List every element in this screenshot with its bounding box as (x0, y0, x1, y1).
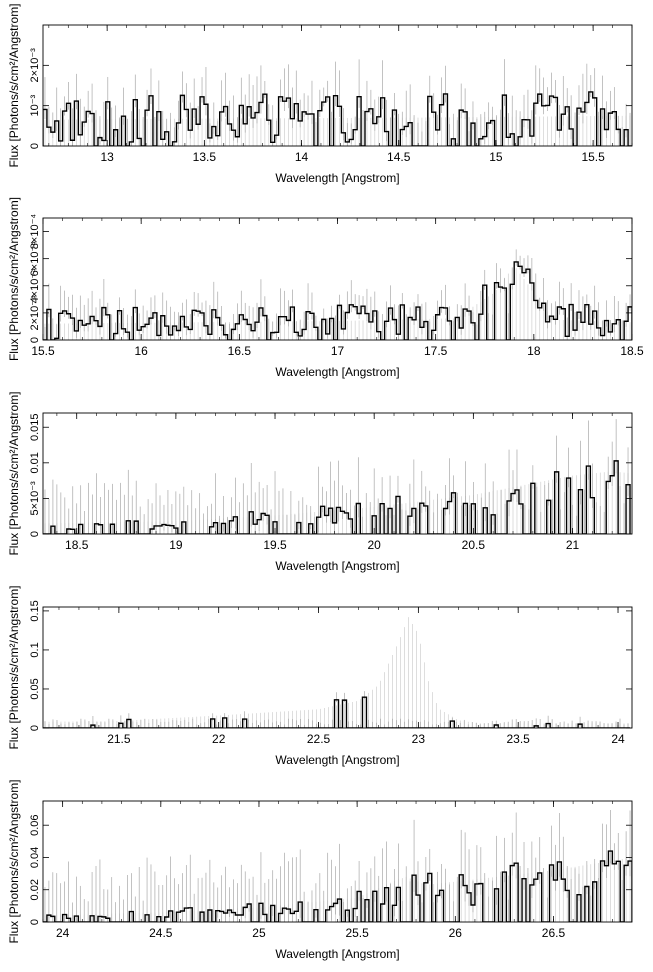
y-tick-label: 5×10⁻³ (29, 481, 41, 516)
x-tick-label: 24 (611, 732, 625, 746)
x-tick-label: 20 (368, 538, 382, 552)
histogram-line (43, 91, 632, 146)
y-axis: 0 0.05 0.1 0.15 Flux [Photons/s/cm²/Angstrom… (7, 585, 632, 750)
histogram-line (43, 850, 632, 922)
y-axis: 0 2×10⁻⁴4×10⁻⁴6×10⁻⁴8×10⁻⁴ Flux [Photons/s… (7, 197, 632, 361)
y-axis-label: Flux [Photons/s/cm²/Angstrom] (7, 3, 21, 167)
chart-panel-2: 15.5 16 16.5 17 17.5 18 18.5 Wavelength [Angstr… (7, 197, 644, 379)
y-tick-label: 0.15 (29, 600, 41, 621)
x-tick-label: 14 (295, 150, 309, 164)
plot-frame (42, 412, 633, 535)
y-axis: 0 10⁻³ 2×10⁻³ Flux [Photons/s/cm²/Angstrom] (7, 3, 632, 168)
x-axis: 15.5 16 16.5 17 17.5 18 18.5 Wavelength [Angstr… (31, 218, 644, 379)
y-axis: 0 0.02 0.04 0.06 Flux [Photons/s/cm²/Angstro… (7, 779, 632, 944)
histogram-line (43, 261, 632, 340)
x-axis-label: Wavelength [Angstrom] (275, 947, 399, 961)
x-axis-label: Wavelength [Angstrom] (275, 171, 399, 185)
y-tick-label: 4×10⁻⁴ (29, 268, 41, 304)
data-histogram (43, 261, 632, 340)
y-tick-label: 0.05 (29, 678, 41, 699)
y-axis-label: Flux [Photons/s/cm²/Angstrom] (7, 391, 21, 555)
x-tick-label: 22 (212, 732, 226, 746)
y-tick-label: 2×10⁻⁴ (29, 295, 41, 331)
chart-panel-3: 18.5 19 19.5 20 20.5 21 Wavelength [Angstrom] 0… (7, 391, 633, 573)
x-tick-label: 21.5 (107, 732, 131, 746)
error-bars (44, 59, 631, 146)
error-bars (44, 419, 629, 534)
x-tick-label: 24 (56, 926, 70, 940)
x-axis: 18.5 19 19.5 20 20.5 21 Wavelength [Angstrom] (56, 413, 613, 573)
x-tick-label: 18 (527, 344, 541, 358)
y-tick-label: 0.01 (29, 452, 41, 473)
x-tick-label: 14.5 (387, 150, 411, 164)
x-tick-label: 20.5 (462, 538, 486, 552)
data-histogram (43, 91, 632, 146)
x-tick-label: 16 (134, 344, 148, 358)
histogram-line (43, 696, 631, 728)
x-tick-label: 17.5 (424, 344, 448, 358)
y-tick-label: 0 (29, 919, 41, 925)
chart-panel-1: 13 13.5 14 14.5 15 15.5 Wavelength [Angstrom] 0… (7, 3, 633, 185)
y-axis-label: Flux [Photons/s/cm²/Angstrom] (7, 585, 21, 749)
x-tick-label: 13.5 (193, 150, 217, 164)
x-tick-label: 15.5 (31, 344, 55, 358)
x-tick-label: 19.5 (263, 538, 287, 552)
x-tick-label: 26.5 (542, 926, 566, 940)
x-tick-label: 23.5 (507, 732, 531, 746)
error-bars (44, 249, 631, 340)
x-axis: 21.5 22 22.5 23 23.5 24 Wavelength [Angstrom] (58, 607, 625, 767)
y-axis-label: Flux [Photons/s/cm²/Angstrom] (7, 779, 21, 943)
x-axis-label: Wavelength [Angstrom] (275, 365, 399, 379)
y-tick-label: 10⁻³ (29, 94, 41, 116)
data-histogram (43, 850, 632, 922)
data-histogram (43, 696, 631, 728)
x-tick-label: 22.5 (307, 732, 331, 746)
plot-area (43, 59, 632, 146)
y-tick-label: 0 (29, 531, 41, 537)
x-axis: 13 13.5 14 14.5 15 15.5 Wavelength [Angstrom] (48, 25, 633, 185)
x-tick-label: 25 (252, 926, 266, 940)
y-tick-label: 0.06 (29, 814, 41, 835)
x-tick-label: 25.5 (345, 926, 369, 940)
x-tick-label: 15 (489, 150, 503, 164)
x-tick-label: 21 (566, 538, 580, 552)
y-tick-label: 6×10⁻⁴ (29, 241, 41, 277)
y-tick-label: 0.1 (29, 642, 41, 657)
plot-area (43, 617, 631, 728)
chart-panel-4: 21.5 22 22.5 23 23.5 24 Wavelength [Angstrom] 0… (7, 585, 633, 767)
y-tick-label: 0 (29, 725, 41, 731)
x-tick-label: 26 (449, 926, 463, 940)
x-tick-label: 18.5 (620, 344, 644, 358)
y-tick-label: 0 (29, 143, 41, 149)
x-tick-label: 19 (169, 538, 183, 552)
x-tick-label: 13 (100, 150, 114, 164)
x-tick-label: 16.5 (228, 344, 252, 358)
plot-frame (42, 606, 633, 729)
plot-frame (42, 24, 633, 147)
y-axis: 0 5×10⁻³ 0.01 0.015 Flux [Photons/s/cm²/Angs… (7, 391, 632, 556)
chart-panel-5: 24 24.5 25 25.5 26 26.5 Wavelength [Angstrom] 0… (7, 779, 633, 961)
y-tick-label: 0 (29, 337, 41, 343)
y-axis-label: Flux [Photons/s/cm²/Angstrom] (7, 197, 21, 361)
plot-area (43, 249, 632, 340)
plot-area (43, 810, 632, 922)
x-axis-label: Wavelength [Angstrom] (275, 559, 399, 573)
y-tick-label: 0.04 (29, 847, 41, 868)
model-lines (44, 617, 629, 728)
plot-area (43, 419, 631, 534)
x-tick-label: 23 (412, 732, 426, 746)
y-tick-label: 0.02 (29, 879, 41, 900)
x-tick-label: 17 (331, 344, 345, 358)
x-axis: 24 24.5 25 25.5 26 26.5 Wavelength [Angstrom] (42, 801, 613, 961)
histogram-line (43, 460, 631, 534)
y-tick-label: 2×10⁻³ (29, 48, 41, 83)
x-tick-label: 24.5 (149, 926, 173, 940)
x-axis-label: Wavelength [Angstrom] (275, 753, 399, 767)
x-tick-label: 15.5 (581, 150, 605, 164)
y-tick-label: 8×10⁻⁴ (29, 214, 41, 250)
data-histogram (43, 460, 631, 534)
x-tick-label: 18.5 (65, 538, 89, 552)
y-tick-label: 0.015 (29, 413, 41, 441)
